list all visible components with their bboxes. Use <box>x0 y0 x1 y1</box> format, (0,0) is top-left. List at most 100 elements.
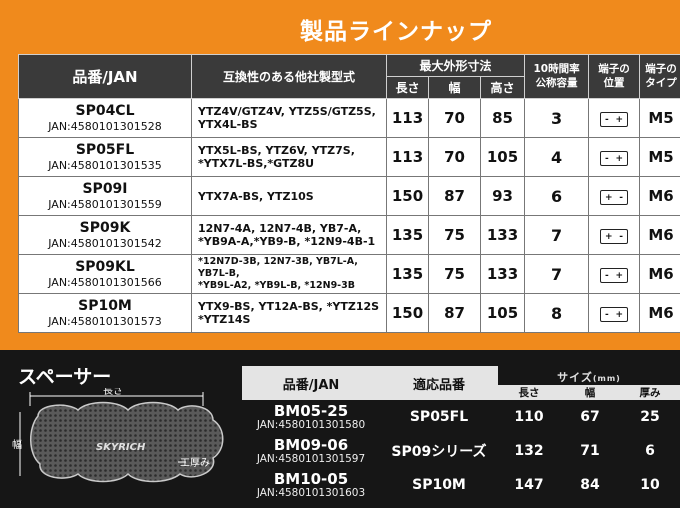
spacer-thickness: 25 <box>640 409 660 425</box>
spacer-section: スペーサー 長さ 幅 SKYRICH 工厚み 品番/JAN 適応品番 サイズ(m… <box>0 350 680 508</box>
height-value: 133 <box>479 215 526 255</box>
length-value: 135 <box>386 215 429 255</box>
length-value: 113 <box>386 98 429 138</box>
model-name: SP09K <box>79 220 131 236</box>
height-value: 85 <box>479 98 526 138</box>
model-cell: SP09I JAN:4580101301559 <box>18 176 192 216</box>
length-value: 113 <box>386 137 429 177</box>
spacer-header-model-jan: 品番/JAN <box>242 366 380 400</box>
spacer-table: 品番/JAN 適応品番 サイズ(mm) 長さ 幅 厚み BM05-25 JAN:4… <box>242 366 680 502</box>
jan-code: JAN:4580101301559 <box>48 198 162 211</box>
capacity-value: 7 <box>524 254 590 294</box>
terminal-position: - + <box>588 254 641 294</box>
width-value: 75 <box>428 254 481 294</box>
height-value: 105 <box>479 293 526 333</box>
table-row: SP09KL JAN:4580101301566 *12N7D-3B, 12N7-3… <box>18 254 680 294</box>
spacer-header-thickness: 厚み <box>620 385 680 400</box>
capacity-value: 6 <box>524 176 590 216</box>
spacer-row: BM09-06 JAN:4580101301597 SP09シリーズ 132 71 6 <box>242 434 680 468</box>
header-height: 高さ <box>479 76 526 99</box>
spacer-diagram: 長さ 幅 SKYRICH 工厚み <box>12 388 224 483</box>
length-value: 150 <box>386 176 429 216</box>
model-cell: SP09K JAN:4580101301542 <box>18 215 192 255</box>
spacer-logo: SKYRICH <box>96 442 146 453</box>
spacer-model: BM05-25 <box>273 402 349 420</box>
header-compatible: 互換性のある他社製型式 <box>191 54 387 99</box>
table-row: SP09K JAN:4580101301542 12N7-4A, 12N7-4B, … <box>18 215 680 255</box>
header-length: 長さ <box>386 76 429 99</box>
header-terminal-type: 端子の タイプ <box>639 54 680 99</box>
terminal-layout-icon: - + <box>600 111 629 127</box>
compatible-models: 12N7-4A, 12N7-4B, YB7-A, *YB9A-A,*YB9-B, … <box>191 215 387 255</box>
compatible-models: YTX7A-BS, YTZ10S <box>191 176 387 216</box>
terminal-layout-icon: - + <box>600 306 629 322</box>
terminal-type: M5 <box>639 137 680 177</box>
terminal-layout-icon: + - <box>600 228 629 244</box>
model-name: SP09KL <box>75 259 135 275</box>
jan-code: JAN:4580101301573 <box>48 315 162 328</box>
spacer-row: BM10-05 JAN:4580101301603 SP10M 147 84 10 <box>242 468 680 502</box>
spacer-header-length: 長さ <box>498 385 560 400</box>
length-value: 135 <box>386 254 429 294</box>
model-name: SP10M <box>78 298 132 314</box>
model-cell: SP05FL JAN:4580101301535 <box>18 137 192 177</box>
width-value: 87 <box>428 293 481 333</box>
spacer-width: 71 <box>580 443 600 459</box>
height-value: 93 <box>479 176 526 216</box>
spacer-fit: SP10M <box>412 477 466 493</box>
spacer-header-width: 幅 <box>560 385 620 400</box>
spacer-shape <box>30 401 224 483</box>
length-value: 150 <box>386 293 429 333</box>
table-row: SP05FL JAN:4580101301535 YTX5L-BS, YTZ6V, … <box>18 137 680 177</box>
spacer-width: 67 <box>580 409 600 425</box>
terminal-layout-icon: - + <box>600 150 629 166</box>
width-value: 70 <box>428 137 481 177</box>
capacity-value: 7 <box>524 215 590 255</box>
model-cell: SP04CL JAN:4580101301528 <box>18 98 192 138</box>
spacer-jan: JAN:4580101301580 <box>256 419 366 431</box>
width-value: 75 <box>428 215 481 255</box>
terminal-position: - + <box>588 137 641 177</box>
spacer-length: 147 <box>514 477 544 493</box>
terminal-type: M5 <box>639 98 680 138</box>
terminal-type: M6 <box>639 176 680 216</box>
jan-code: JAN:4580101301566 <box>48 276 162 289</box>
spacer-model-cell: BM10-05 JAN:4580101301603 <box>242 468 380 502</box>
terminal-position: + - <box>588 176 641 216</box>
capacity-value: 3 <box>524 98 590 138</box>
height-value: 133 <box>479 254 526 294</box>
page-title: 製品ラインナップ <box>300 19 492 45</box>
spacer-width: 84 <box>580 477 600 493</box>
capacity-value: 4 <box>524 137 590 177</box>
jan-code: JAN:4580101301535 <box>48 159 162 172</box>
terminal-layout-icon: - + <box>600 267 629 283</box>
spacer-jan: JAN:4580101301597 <box>256 453 366 465</box>
compatible-models: YTZ4V/GTZ4V, YTZ5S/GTZ5S, YTX4L-BS <box>191 98 387 138</box>
spacer-model-cell: BM09-06 JAN:4580101301597 <box>242 434 380 468</box>
width-value: 87 <box>428 176 481 216</box>
model-name: SP05FL <box>75 142 135 158</box>
jan-code: JAN:4580101301528 <box>48 120 162 133</box>
width-value: 70 <box>428 98 481 138</box>
compatible-models: YTX9-BS, YT12A-BS, *YTZ12S *YTZ14S <box>191 293 387 333</box>
capacity-value: 8 <box>524 293 590 333</box>
height-value: 105 <box>479 137 526 177</box>
diagram-thickness-label: 工厚み <box>180 457 210 469</box>
model-name: SP04CL <box>75 103 135 119</box>
header-max-dims: 最大外形寸法 <box>385 54 526 77</box>
table-row: SP09I JAN:4580101301559 YTX7A-BS, YTZ10S 15… <box>18 176 680 216</box>
terminal-position: - + <box>588 293 641 333</box>
spacer-jan: JAN:4580101301603 <box>256 487 366 499</box>
spacer-fit: SP09シリーズ <box>391 444 487 460</box>
header-capacity: 10時間率 公称容量 <box>524 54 590 99</box>
model-cell: SP10M JAN:4580101301573 <box>18 293 192 333</box>
spacer-fit: SP05FL <box>409 409 469 425</box>
header-terminal-position: 端子の 位置 <box>588 54 641 99</box>
terminal-type: M6 <box>639 293 680 333</box>
spacer-thickness: 6 <box>645 443 655 459</box>
spacer-length: 110 <box>514 409 544 425</box>
header-width: 幅 <box>428 76 481 99</box>
spacer-header-size: サイズ(mm) <box>498 366 680 385</box>
spacer-header-fit: 適応品番 <box>380 366 498 400</box>
diagram-length-label: 長さ <box>103 388 123 397</box>
